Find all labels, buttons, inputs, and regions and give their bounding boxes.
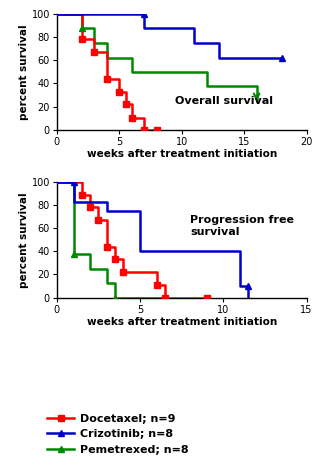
Y-axis label: percent survival: percent survival — [19, 24, 29, 120]
Text: Overall survival: Overall survival — [175, 96, 273, 106]
Y-axis label: percent survival: percent survival — [19, 192, 29, 287]
X-axis label: weeks after treatment initiation: weeks after treatment initiation — [87, 149, 277, 159]
Legend: Docetaxel; n=9, Crizotinib; n=8, Pemetrexed; n=8: Docetaxel; n=9, Crizotinib; n=8, Pemetre… — [47, 414, 189, 455]
X-axis label: weeks after treatment initiation: weeks after treatment initiation — [87, 317, 277, 327]
Text: Progression free
survival: Progression free survival — [190, 215, 294, 237]
